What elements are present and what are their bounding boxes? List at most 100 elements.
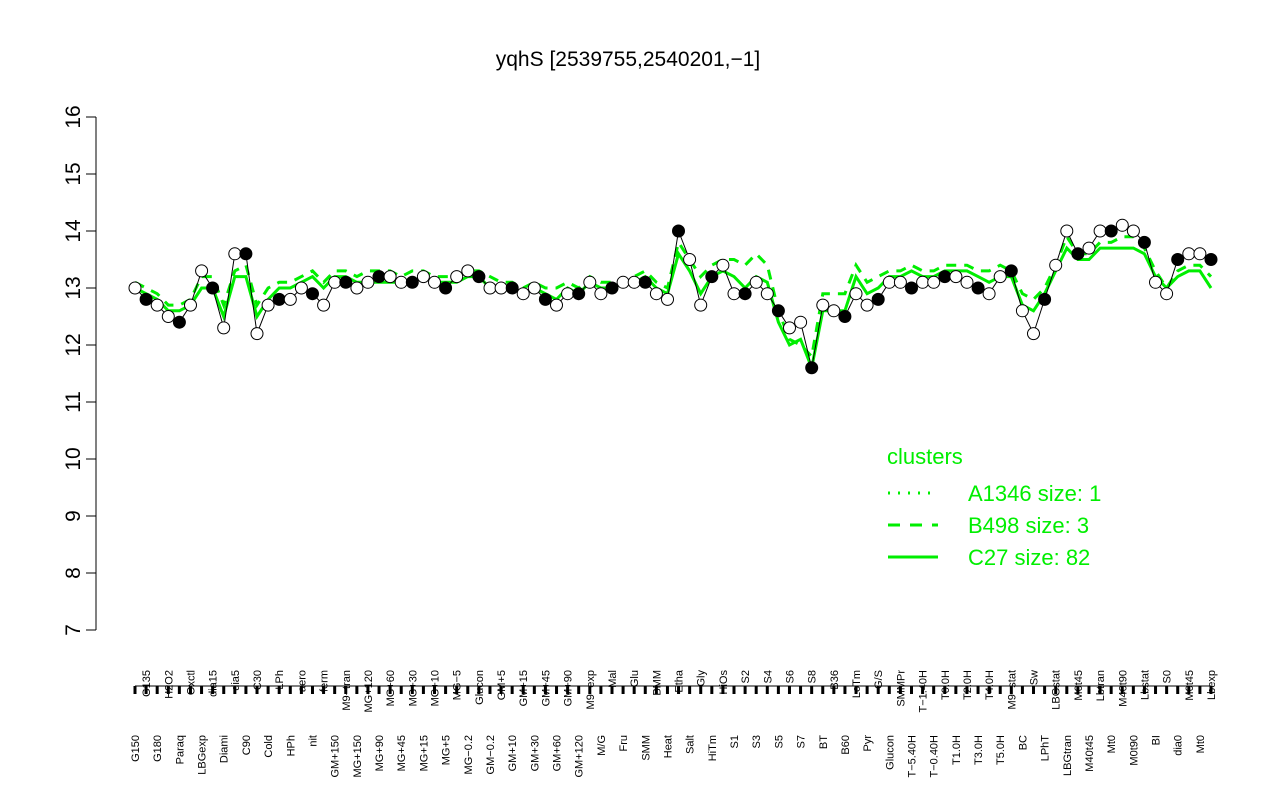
x-tick-label: Pyr [862, 735, 874, 752]
data-point [339, 275, 353, 289]
data-point [716, 258, 730, 272]
x-tick-label: Etha [674, 669, 686, 693]
data-point [272, 292, 286, 306]
x-tick-label: GM+120 [574, 735, 586, 778]
x-tick-label: LBGexp [197, 735, 209, 775]
data-point [394, 275, 408, 289]
data-point [128, 281, 142, 295]
data-point [561, 287, 575, 301]
x-tick-label: BT [818, 735, 830, 749]
x-tick-label: S6 [784, 670, 796, 683]
data-point [283, 292, 297, 306]
legend-entry: B498 size: 3 [968, 513, 1089, 538]
series-line-3 [134, 245, 1213, 374]
data-point [1193, 247, 1207, 261]
x-tick-label: S0 [1162, 670, 1174, 683]
data-point [749, 275, 763, 289]
data-point [1149, 275, 1162, 289]
x-tick-label: M0t90 [1128, 735, 1140, 766]
data-point [916, 275, 930, 289]
x-tick-label: T4.0H [984, 670, 996, 700]
data-point [505, 281, 519, 295]
data-point [1071, 247, 1085, 261]
data-point [328, 275, 342, 289]
legend-entry: C27 size: 82 [968, 545, 1090, 570]
data-point [572, 287, 586, 301]
x-tick-label: MG+150 [352, 735, 364, 778]
data-point [317, 298, 331, 312]
data-point [1082, 241, 1096, 255]
y-tick-label: 7 [62, 624, 85, 636]
data-point [705, 270, 719, 284]
x-tick-label: Cold [263, 735, 275, 758]
y-axis: 7 8 9 10 11 12 13 14 15 16 [62, 105, 97, 636]
y-tick-label: 14 [62, 219, 85, 243]
data-point [228, 247, 242, 261]
x-tick-label: G135 [141, 670, 153, 697]
x-tick-label: Mt0 [1195, 735, 1207, 753]
data-point [583, 275, 597, 289]
x-tick-label: M40t45 [1084, 735, 1096, 772]
data-point [461, 264, 475, 278]
data-point [372, 270, 386, 284]
x-tick-label: GM+10 [507, 735, 519, 771]
data-point [927, 275, 941, 289]
x-tick-label: dia0 [1173, 735, 1185, 756]
x-tick-label: S3 [751, 735, 763, 748]
x-tick-label: H2O2 [163, 670, 175, 699]
data-point [350, 281, 364, 295]
y-tick-label: 16 [62, 105, 85, 128]
x-tick-label: Lbexp [1206, 670, 1218, 700]
x-tick-label: M9−tran [341, 670, 353, 711]
x-tick-label: T5.0H [995, 735, 1007, 765]
data-point [527, 281, 541, 295]
x-tick-label: S8 [807, 670, 819, 683]
data-point [982, 287, 996, 301]
x-tick-label: T−5.40H [906, 735, 918, 778]
data-point [738, 287, 752, 301]
x-tick-label: S1 [729, 735, 741, 748]
data-point [206, 281, 220, 295]
data-point [627, 275, 641, 289]
x-tick-label: MG+15 [418, 735, 430, 771]
y-tick-label: 13 [62, 276, 85, 299]
y-tick-label: 10 [62, 447, 85, 470]
x-tick-label: GM−0.2 [485, 735, 497, 774]
x-tick-label: dia5 [230, 670, 242, 691]
x-tick-label: M0t45 [1184, 670, 1196, 701]
x-tick-label: BI [1151, 735, 1163, 745]
x-tick-label: Paraq [174, 735, 186, 764]
data-point [683, 253, 697, 266]
data-point [428, 275, 441, 289]
data-point [195, 264, 209, 278]
data-point [960, 275, 974, 289]
data-point [294, 281, 308, 295]
data-point [150, 298, 164, 312]
data-point [472, 270, 486, 284]
x-tick-label: Lbtran [1095, 670, 1107, 701]
x-tick-label: LoTm [851, 670, 863, 698]
x-tick-label: Glucon [884, 735, 896, 770]
x-tick-label: MG+5 [441, 735, 453, 765]
x-tick-label: Gly [696, 670, 708, 687]
x-tick-label: S4 [762, 670, 774, 683]
data-point [516, 287, 530, 301]
x-tick-label: M0t45 [1073, 670, 1085, 701]
x-tick-label: T−0.40H [929, 735, 941, 778]
x-tick-label: GM+150 [330, 735, 342, 778]
data-point [405, 275, 419, 289]
x-tick-label: HiTm [707, 735, 719, 761]
x-tick-label: LPh [274, 670, 286, 690]
x-tick-label: MG+30 [407, 670, 419, 706]
x-tick-label: S7 [796, 735, 808, 748]
x-tick-label: S5 [773, 735, 785, 748]
x-tick-label: T3.0H [973, 735, 985, 765]
x-tick-label: MG+120 [363, 670, 375, 713]
data-point [893, 275, 907, 289]
data-point [649, 287, 663, 301]
data-point [827, 304, 841, 318]
data-point [439, 281, 453, 295]
data-point [184, 298, 197, 312]
data-point [538, 292, 552, 306]
x-tick-label: Fru [618, 735, 630, 752]
